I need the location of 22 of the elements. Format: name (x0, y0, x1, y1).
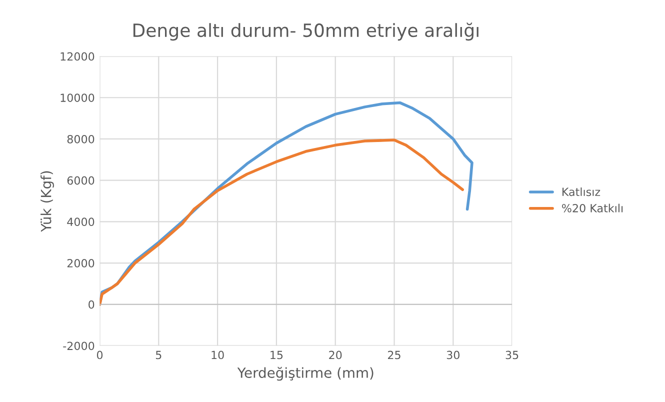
x-tick-label: 30 (446, 350, 460, 360)
legend-label: Katlısız (562, 187, 600, 196)
y-tick-label: 2000 (67, 259, 94, 268)
y-tick-label: 0 (88, 300, 94, 309)
x-tick-label: 20 (329, 350, 342, 360)
x-axis-title: Yerdeğiştirme (mm) (237, 366, 374, 381)
y-tick-label: 6000 (67, 176, 94, 185)
line-series (100, 138, 464, 306)
x-tick-label: 0 (96, 350, 103, 360)
x-tick-label: 15 (270, 350, 283, 360)
x-tick-label: 5 (156, 350, 162, 360)
legend-label: %20 Katkılı (562, 204, 623, 212)
x-tick-label: 10 (212, 350, 224, 360)
x-tick-label: 35 (506, 350, 518, 360)
y-axis-title: Yük (Kgf) (40, 171, 54, 232)
x-tick-label: 25 (388, 350, 400, 360)
y-tick-label: 8000 (67, 134, 94, 144)
y-tick-label: 10000 (60, 94, 94, 102)
y-tick-label: 4000 (67, 218, 94, 226)
y-tick-label: -2000 (63, 342, 94, 350)
chart-title: Denge altı durum- 50mm etriye aralığı (133, 22, 478, 41)
y-tick-label: 12000 (60, 52, 94, 61)
